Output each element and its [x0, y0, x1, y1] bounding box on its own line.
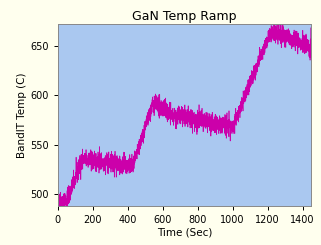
Y-axis label: BandIT Temp (C): BandIT Temp (C) — [17, 73, 27, 158]
X-axis label: Time (Sec): Time (Sec) — [157, 228, 212, 238]
Title: GaN Temp Ramp: GaN Temp Ramp — [132, 10, 237, 23]
